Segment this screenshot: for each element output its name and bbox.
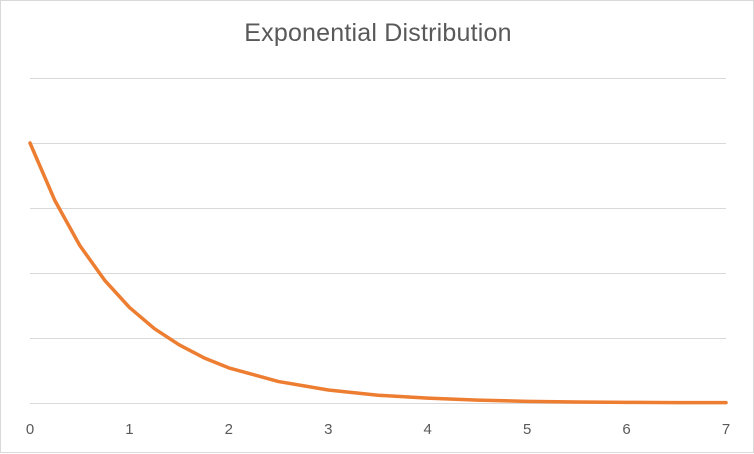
x-tick-label: 3 bbox=[324, 421, 332, 438]
series-line bbox=[28, 141, 728, 405]
x-tick-label: 7 bbox=[722, 421, 730, 438]
x-tick-label: 1 bbox=[125, 421, 133, 438]
x-tick-label: 2 bbox=[225, 421, 233, 438]
x-tick-label: 4 bbox=[424, 421, 432, 438]
gridlines bbox=[30, 78, 726, 404]
x-tick-label: 6 bbox=[622, 421, 630, 438]
x-tick-label: 5 bbox=[523, 421, 531, 438]
x-axis-ticks: 0 1 2 3 4 5 6 7 bbox=[26, 421, 730, 438]
x-tick-label: 0 bbox=[26, 421, 34, 438]
chart-title: Exponential Distribution bbox=[244, 19, 512, 47]
series-group bbox=[28, 141, 728, 405]
